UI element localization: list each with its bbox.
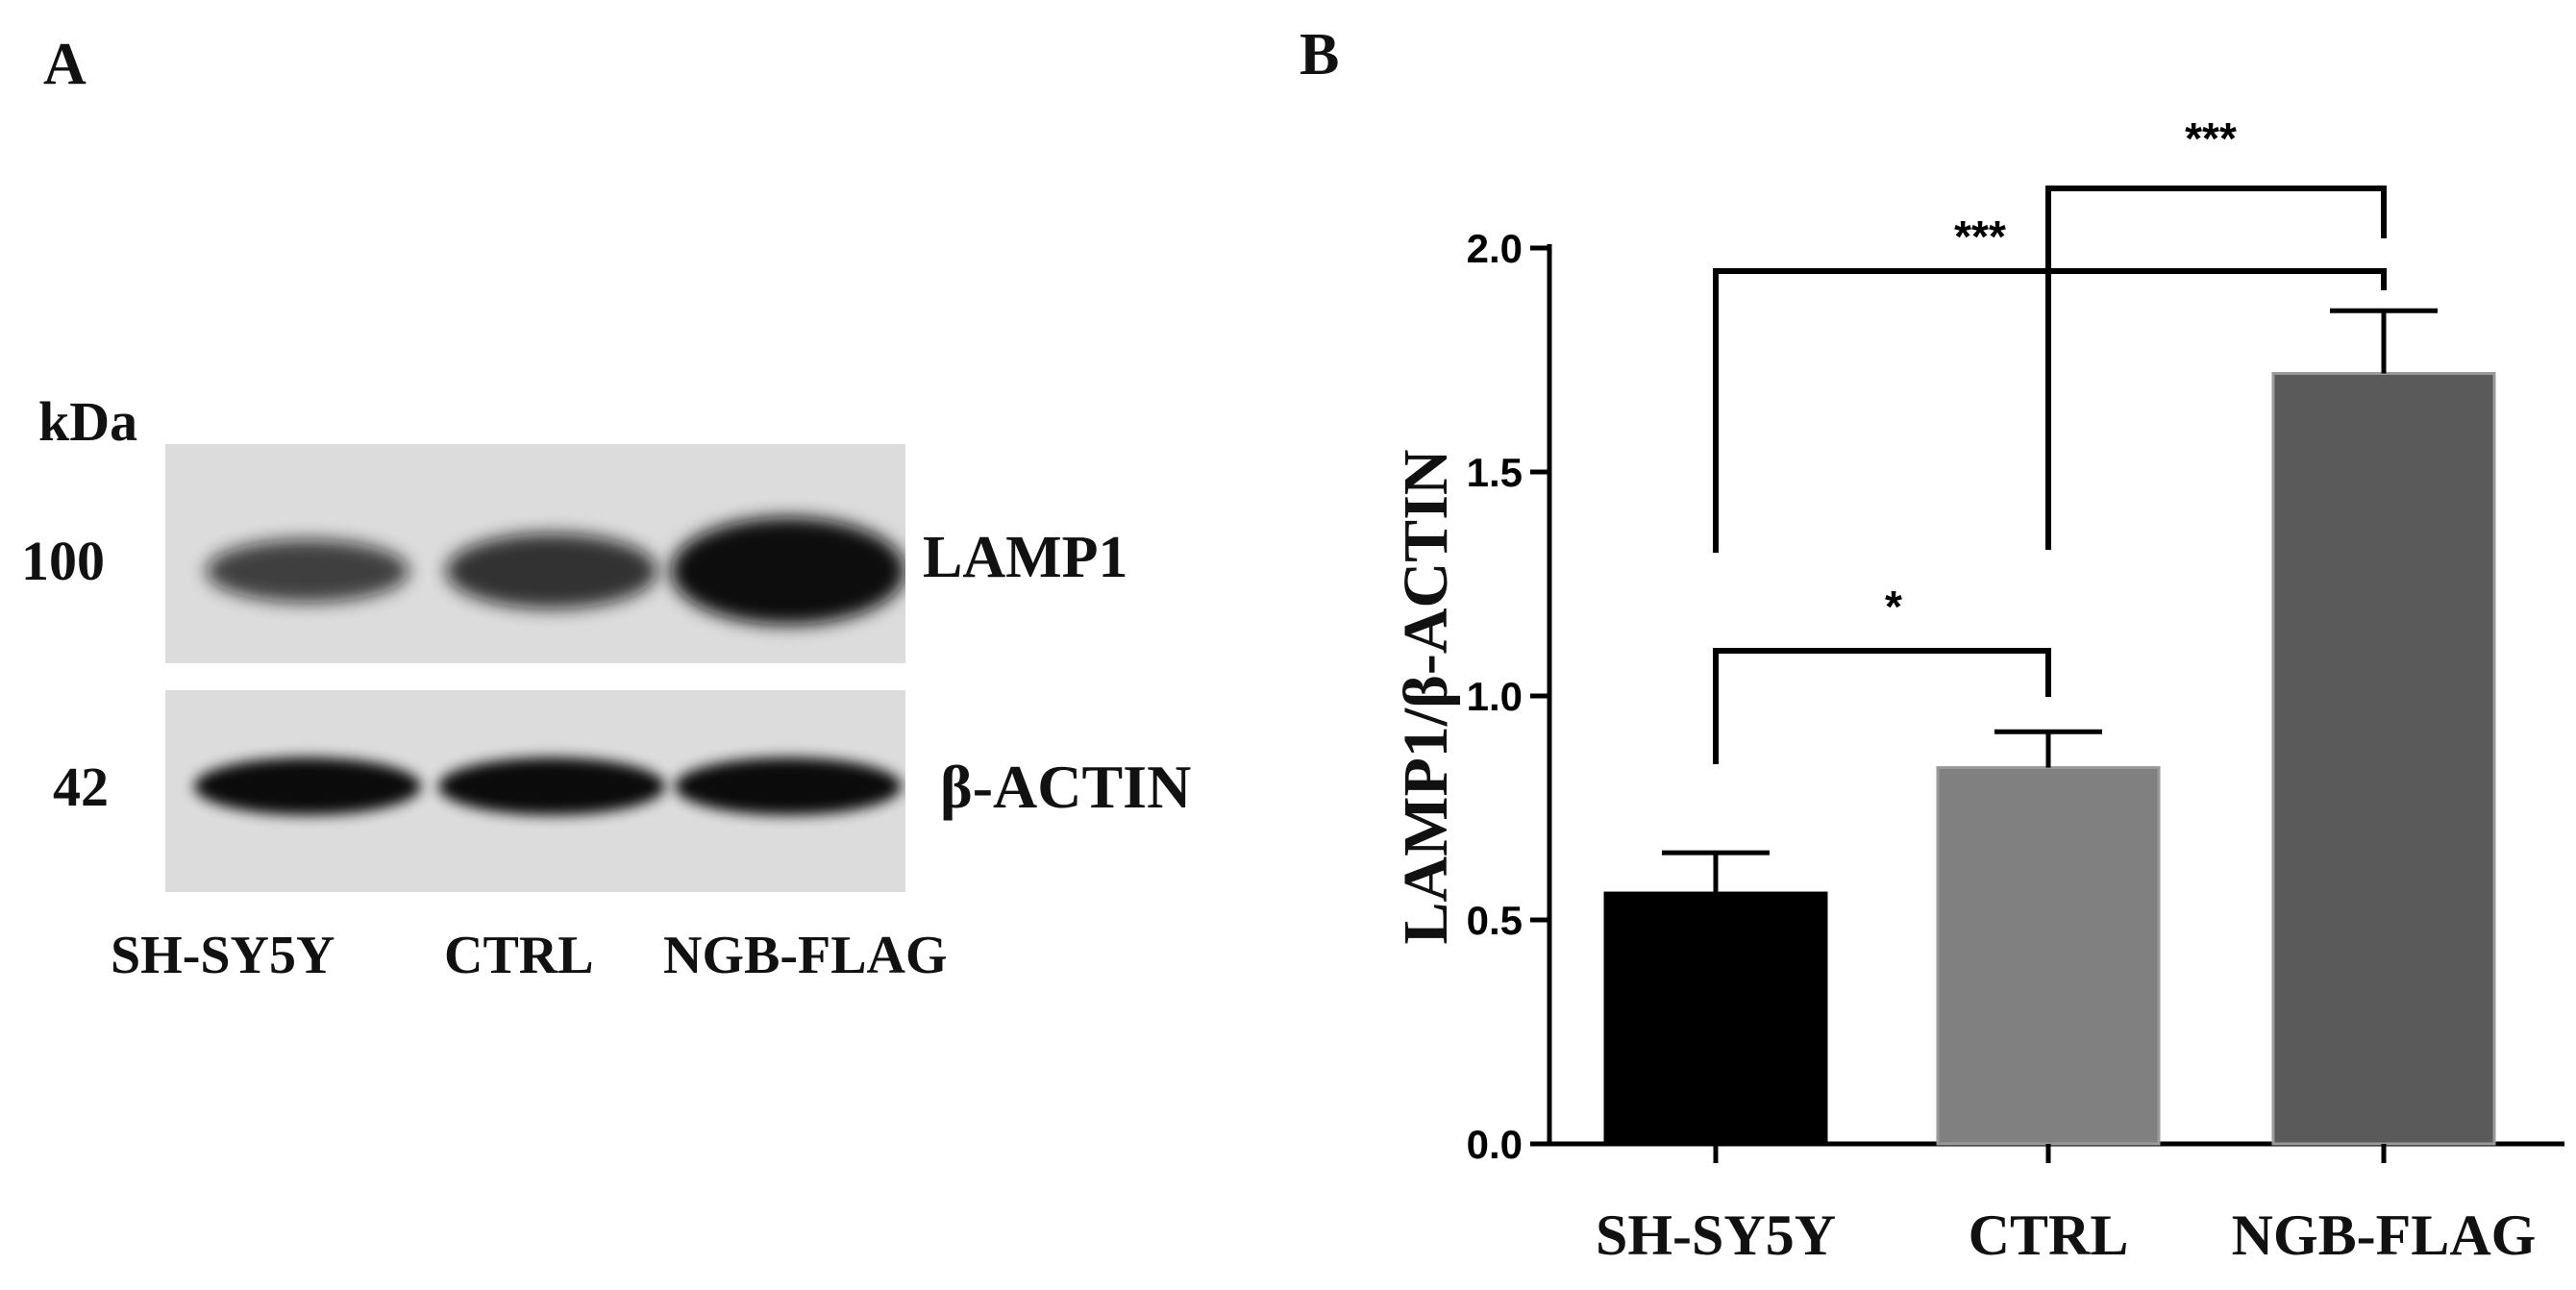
actin-band (194, 757, 421, 815)
y-tick-label: 0.0 (1467, 1122, 1523, 1167)
lamp1-blot (165, 444, 905, 663)
lamp1-band (671, 517, 905, 625)
panel-a-letter: A (43, 32, 87, 97)
lamp1-band (446, 533, 657, 609)
kda-label: kDa (38, 390, 138, 453)
significance-bracket (2045, 186, 2387, 550)
bar-sh-sy5y (1603, 891, 1828, 1146)
marker-100: 100 (21, 530, 105, 592)
significance-label: *** (1954, 211, 2006, 261)
lane-label-ngb-flag: NGB-FLAG (663, 926, 948, 985)
x-tick-label: CTRL (1969, 1203, 2129, 1267)
y-tick-label: 1.5 (1467, 450, 1523, 495)
significance-bracket (1713, 648, 2051, 764)
y-tick-label: 2.0 (1467, 226, 1523, 271)
y-tick-label: 1.0 (1467, 674, 1523, 719)
panel-b-letter: B (1300, 22, 1340, 87)
actin-bands (194, 757, 902, 815)
x-tick-label: NGB-FLAG (2232, 1203, 2537, 1267)
lane-label-ctrl: CTRL (444, 926, 594, 985)
band-label-lamp1: LAMP1 (923, 525, 1128, 590)
x-tick-label: SH-SY5Y (1596, 1203, 1836, 1267)
lane-label-sh-sy5y: SH-SY5Y (111, 926, 335, 985)
significance-label: *** (2185, 113, 2237, 163)
bar-ngb-flag (2271, 371, 2496, 1146)
bar-ctrl (1936, 766, 2161, 1146)
band-label-actin: β-ACTIN (940, 753, 1192, 821)
marker-42: 42 (53, 756, 109, 818)
actin-band (438, 757, 665, 815)
lamp1-band (206, 539, 409, 603)
y-tick-label: 0.5 (1467, 898, 1523, 943)
significance-label: * (1885, 582, 1902, 632)
lamp1-bands (206, 517, 905, 625)
actin-band (675, 757, 902, 815)
y-axis-label: LAMP1/β-ACTIN (1391, 449, 1461, 944)
actin-blot (165, 690, 905, 892)
